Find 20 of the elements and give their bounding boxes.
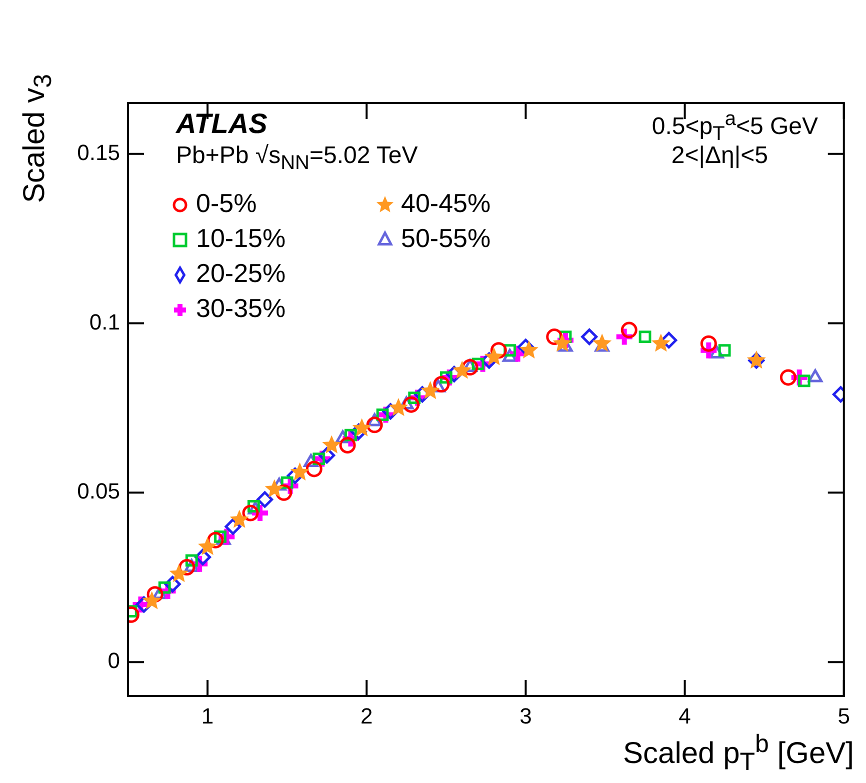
x-tick-label: 3 [520,703,532,728]
legend-label: 50-55% [401,223,491,254]
annotation: Pb+Pb √s$_{NN}$=5.02 TeV [176,142,418,175]
y-tick-label: 0.05 [77,478,120,504]
x-tick-label: 2 [360,703,373,728]
annotation: ATLAS [176,108,268,140]
y-tick-label: 0.15 [77,140,120,165]
legend-label: 10-15% [196,223,286,254]
annotation: 0.5<p$_{T}$$^{a}$<5 GeV [652,108,818,145]
legend-label: 0-5% [196,188,257,218]
x-axis-title: Scaled p$_{T}$$^{b}$ [GeV] [623,730,854,777]
y-tick-label: 0.1 [89,309,120,334]
x-tick-label: 4 [678,703,691,728]
y-tick-label: 0 [108,648,120,674]
x-tick-label: 5 [838,703,850,728]
x-tick-label: 1 [201,703,214,728]
legend-label: 40-45% [401,188,491,218]
legend-label: 20-25% [196,258,286,288]
legend-label: 30-35% [196,293,286,324]
annotation: 2<|Δη|<5 [671,142,768,170]
